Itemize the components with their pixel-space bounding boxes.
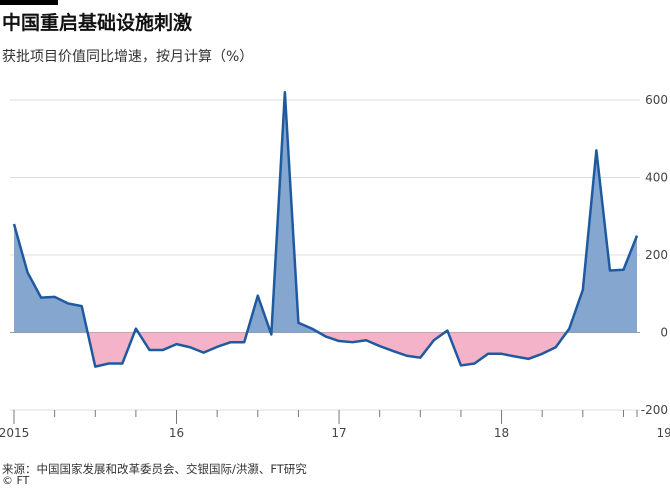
chart-title: 中国重启基础设施刺激 bbox=[2, 12, 193, 34]
y-tick-label: 400 bbox=[645, 171, 668, 185]
y-tick-label: 0 bbox=[660, 326, 668, 340]
x-tick-label: 16 bbox=[169, 426, 184, 440]
x-tick-label: 17 bbox=[331, 426, 346, 440]
area-fills bbox=[14, 92, 637, 367]
y-tick-label: 200 bbox=[645, 248, 668, 262]
ft-credit: © FT bbox=[2, 474, 30, 487]
source-note: 来源：中国国家发展和改革委员会、交银国际/洪灏、FT研究 bbox=[2, 462, 307, 476]
y-tick-label: -200 bbox=[641, 403, 668, 417]
chart-subtitle: 获批项目价值同比增速，按月计算（%） bbox=[2, 49, 254, 65]
series-line bbox=[12, 91, 639, 368]
positive-area bbox=[14, 92, 637, 333]
x-tick-label: 19 bbox=[656, 426, 670, 440]
negative-area bbox=[87, 332, 567, 367]
axes: -200 0 200 400 600 2015 16 17 18 19 bbox=[0, 93, 670, 440]
series-lines bbox=[12, 91, 639, 368]
brand-bar bbox=[0, 0, 58, 5]
x-tick-label: 18 bbox=[494, 426, 509, 440]
y-tick-label: 600 bbox=[645, 93, 668, 107]
x-tick-label: 2015 bbox=[0, 426, 29, 440]
